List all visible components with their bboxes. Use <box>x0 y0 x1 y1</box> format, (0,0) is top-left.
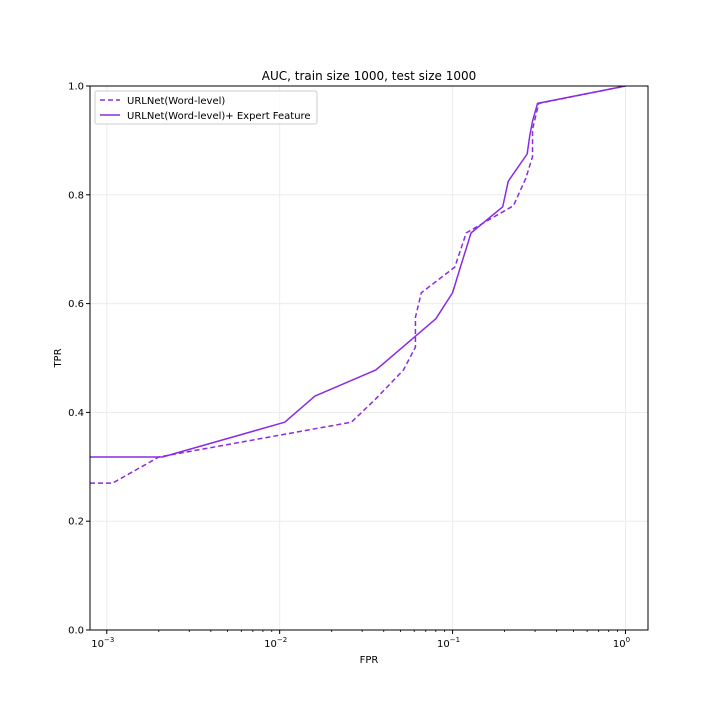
y-tick-label: 0.6 <box>68 299 84 310</box>
series-line-word-level <box>90 86 626 484</box>
chart-title: AUC, train size 1000, test size 1000 <box>262 69 476 83</box>
x-axis-label: FPR <box>360 655 379 666</box>
x-tick-label: 100 <box>613 636 630 650</box>
legend-label-expert-feature: URLNet(Word-level)+ Expert Feature <box>127 111 311 122</box>
y-tick-label: 0.4 <box>68 408 84 419</box>
y-axis-label: TPR <box>53 348 64 368</box>
legend-label-word-level: URLNet(Word-level) <box>127 96 225 107</box>
series-layer <box>90 86 626 484</box>
y-tick-label: 0.0 <box>68 626 84 637</box>
x-tick-label: 10−1 <box>437 636 460 650</box>
x-tick-label: 10−2 <box>264 636 287 650</box>
tick-layer: 0.0 0.2 0.4 0.6 0.8 1.0 10−3 10−2 10−1 100 <box>68 82 630 651</box>
y-tick-label: 0.2 <box>68 517 84 528</box>
y-tick-label: 1.0 <box>68 82 84 93</box>
y-tick-label: 0.8 <box>68 190 84 201</box>
legend: URLNet(Word-level) URLNet(Word-level)+ E… <box>94 90 318 125</box>
series-line-expert-feature <box>90 86 626 458</box>
legend-box <box>94 90 318 125</box>
plot-frame <box>89 85 649 631</box>
x-tick-label: 10−3 <box>91 636 114 650</box>
